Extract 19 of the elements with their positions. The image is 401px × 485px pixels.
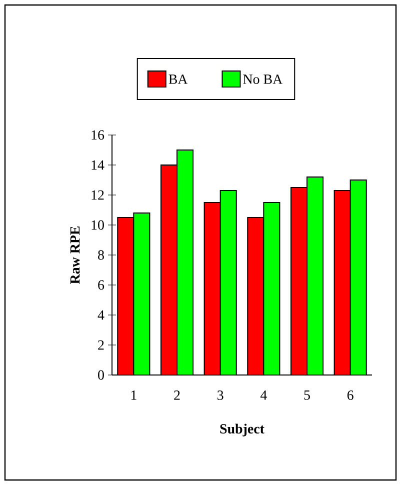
y-tick-label: 8	[98, 250, 104, 260]
y-tick-label: 12	[92, 190, 104, 200]
y-tick-label: 10	[92, 220, 104, 230]
x-tick-label: 4	[260, 390, 267, 400]
x-tick-label: 2	[174, 390, 180, 400]
y-tick-label: 2	[98, 340, 104, 350]
legend-label: BA	[168, 74, 188, 84]
y-tick-label: 16	[92, 130, 104, 140]
x-axis-title: Subject	[220, 424, 264, 436]
y-tick-label: 14	[92, 160, 104, 170]
y-axis-title: Raw RPE	[70, 226, 80, 284]
x-tick-label: 1	[131, 390, 136, 400]
legend-label: No BA	[243, 74, 283, 84]
y-tick-label: 0	[98, 370, 104, 380]
x-tick-label: 5	[304, 390, 310, 400]
x-tick-label: 3	[218, 390, 224, 400]
y-tick-label: 6	[98, 280, 104, 290]
x-tick-label: 6	[347, 390, 354, 400]
y-tick-label: 4	[98, 310, 104, 320]
